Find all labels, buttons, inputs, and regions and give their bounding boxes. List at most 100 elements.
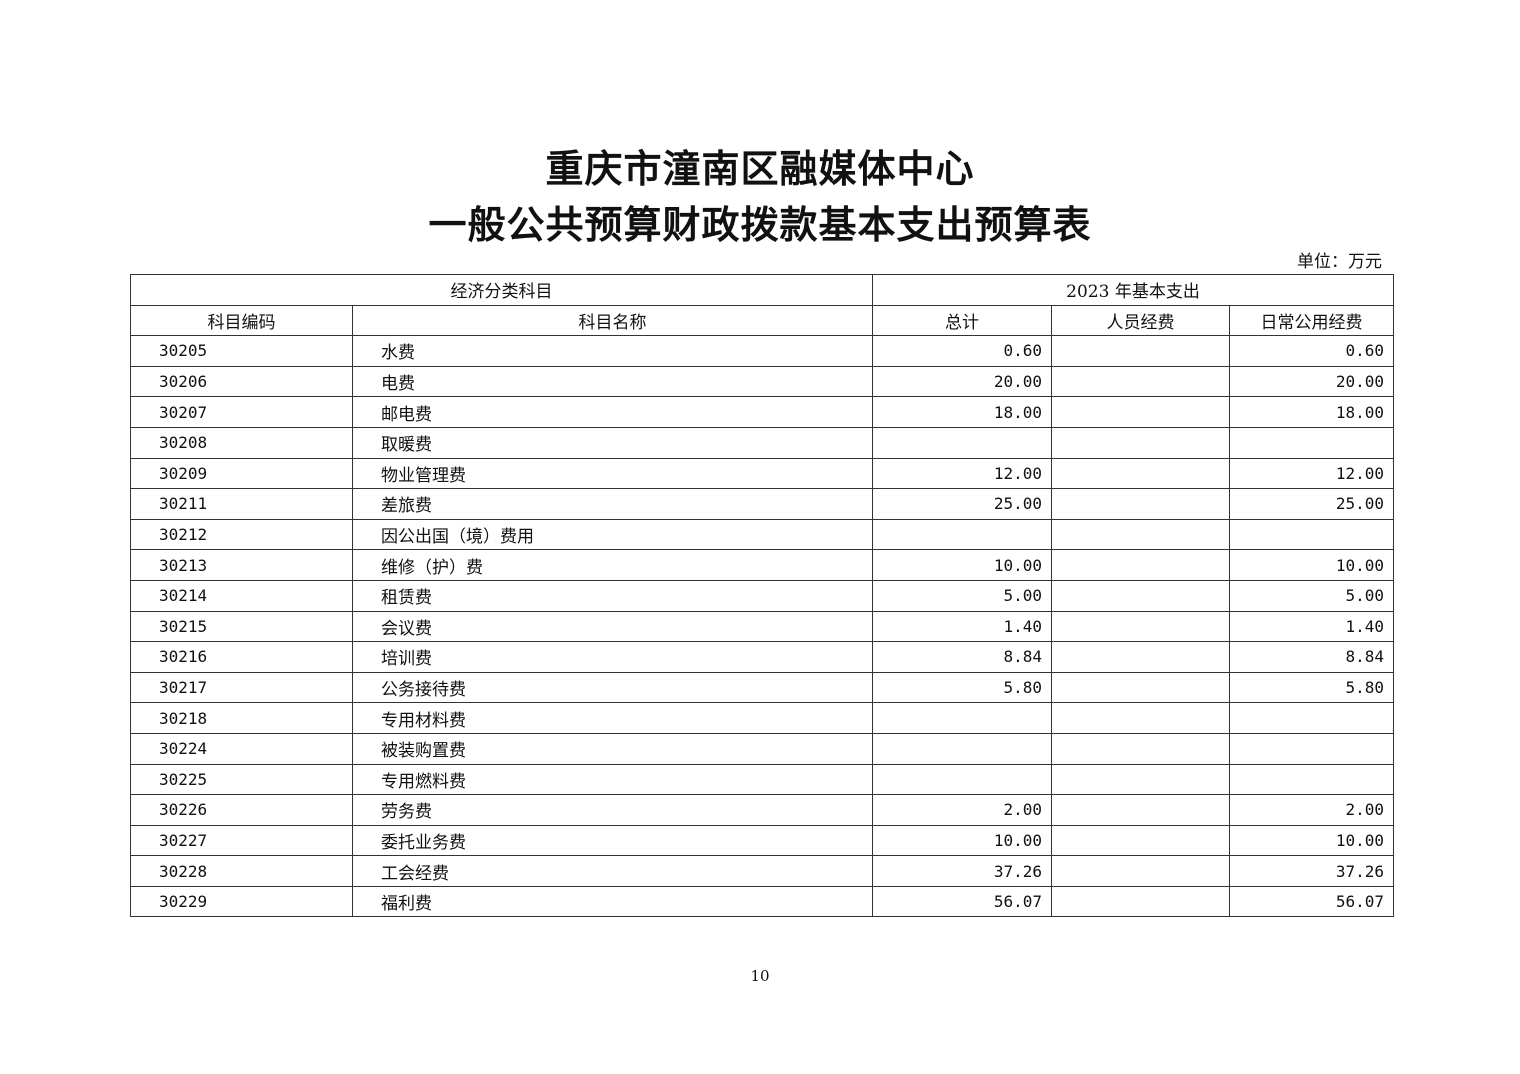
cell-code: 30214 (130, 579, 353, 612)
cell-total: 56.07 (872, 885, 1052, 918)
cell-personnel (1051, 457, 1230, 490)
cell-total (872, 763, 1052, 796)
column-header-public: 日常公用经费 (1229, 304, 1394, 337)
cell-total: 10.00 (872, 824, 1052, 857)
cell-public: 0.60 (1229, 335, 1394, 367)
cell-public (1229, 426, 1394, 459)
cell-total: 20.00 (872, 365, 1052, 398)
cell-code: 30209 (130, 457, 353, 490)
cell-name: 委托业务费 (352, 824, 873, 857)
cell-name: 专用材料费 (352, 702, 873, 734)
table-row: 30214 租赁费 5.00 5.00 (130, 579, 1394, 612)
cell-personnel (1051, 671, 1230, 704)
group-header-classification: 经济分类科目 (130, 274, 873, 306)
cell-public: 56.07 (1229, 885, 1394, 918)
cell-public: 20.00 (1229, 365, 1394, 398)
column-header-code: 科目编码 (130, 304, 353, 337)
cell-name: 福利费 (352, 885, 873, 918)
cell-public: 5.00 (1229, 579, 1394, 612)
cell-name: 公务接待费 (352, 671, 873, 704)
cell-personnel (1051, 794, 1230, 826)
table-row: 30225 专用燃料费 (130, 763, 1394, 796)
cell-name: 被装购置费 (352, 732, 873, 765)
cell-personnel (1051, 488, 1230, 520)
cell-code: 30207 (130, 396, 353, 428)
group-header-row: 经济分类科目 2023 年基本支出 (130, 274, 1394, 306)
cell-name: 水费 (352, 335, 873, 367)
cell-code: 30216 (130, 641, 353, 673)
table-row: 30207 邮电费 18.00 18.00 (130, 396, 1394, 428)
cell-public: 10.00 (1229, 824, 1394, 857)
cell-total (872, 518, 1052, 551)
table-row: 30215 会议费 1.40 1.40 (130, 610, 1394, 643)
table-row: 30227 委托业务费 10.00 10.00 (130, 824, 1394, 857)
budget-table: 经济分类科目 2023 年基本支出 科目编码 科目名称 总计 人员经费 日常公用… (130, 274, 1394, 918)
cell-personnel (1051, 610, 1230, 643)
cell-name: 工会经费 (352, 855, 873, 887)
cell-name: 取暖费 (352, 426, 873, 459)
cell-personnel (1051, 396, 1230, 428)
cell-total: 10.00 (872, 549, 1052, 581)
cell-code: 30227 (130, 824, 353, 857)
cell-public (1229, 518, 1394, 551)
cell-code: 30228 (130, 855, 353, 887)
cell-code: 30206 (130, 365, 353, 398)
table-row: 30224 被装购置费 (130, 732, 1394, 765)
title-line-2: 一般公共预算财政拨款基本支出预算表 (428, 202, 1092, 247)
cell-public (1229, 763, 1394, 796)
unit-label: 单位：万元 (1297, 252, 1382, 272)
cell-code: 30205 (130, 335, 353, 367)
cell-code: 30218 (130, 702, 353, 734)
table-row: 30228 工会经费 37.26 37.26 (130, 855, 1394, 887)
cell-personnel (1051, 579, 1230, 612)
table-row: 30216 培训费 8.84 8.84 (130, 641, 1394, 673)
cell-total: 1.40 (872, 610, 1052, 643)
cell-total (872, 702, 1052, 734)
title-line-1: 重庆市潼南区融媒体中心 (545, 146, 975, 191)
cell-public: 8.84 (1229, 641, 1394, 673)
cell-total: 5.00 (872, 579, 1052, 612)
cell-name: 会议费 (352, 610, 873, 643)
cell-total: 18.00 (872, 396, 1052, 428)
cell-code: 30208 (130, 426, 353, 459)
cell-code: 30213 (130, 549, 353, 581)
cell-personnel (1051, 335, 1230, 367)
cell-personnel (1051, 885, 1230, 918)
cell-code: 30225 (130, 763, 353, 796)
cell-name: 邮电费 (352, 396, 873, 428)
table-row: 30217 公务接待费 5.80 5.80 (130, 671, 1394, 704)
cell-code: 30224 (130, 732, 353, 765)
cell-name: 因公出国（境）费用 (352, 518, 873, 551)
cell-name: 物业管理费 (352, 457, 873, 490)
cell-public (1229, 702, 1394, 734)
cell-total: 12.00 (872, 457, 1052, 490)
table-row: 30212 因公出国（境）费用 (130, 518, 1394, 551)
cell-personnel (1051, 549, 1230, 581)
table-row: 30205 水费 0.60 0.60 (130, 335, 1394, 367)
cell-name: 电费 (352, 365, 873, 398)
cell-name: 劳务费 (352, 794, 873, 826)
table-row: 30226 劳务费 2.00 2.00 (130, 794, 1394, 826)
cell-personnel (1051, 763, 1230, 796)
cell-name: 培训费 (352, 641, 873, 673)
cell-total: 2.00 (872, 794, 1052, 826)
column-header-name: 科目名称 (352, 304, 873, 337)
table-row: 30218 专用材料费 (130, 702, 1394, 734)
cell-personnel (1051, 824, 1230, 857)
cell-public: 1.40 (1229, 610, 1394, 643)
cell-personnel (1051, 518, 1230, 551)
cell-total: 0.60 (872, 335, 1052, 367)
cell-name: 租赁费 (352, 579, 873, 612)
cell-personnel (1051, 732, 1230, 765)
cell-personnel (1051, 855, 1230, 887)
table-row: 30211 差旅费 25.00 25.00 (130, 488, 1394, 520)
cell-public: 37.26 (1229, 855, 1394, 887)
cell-code: 30229 (130, 885, 353, 918)
cell-public: 18.00 (1229, 396, 1394, 428)
cell-total: 8.84 (872, 641, 1052, 673)
table-row: 30213 维修（护）费 10.00 10.00 (130, 549, 1394, 581)
cell-total: 5.80 (872, 671, 1052, 704)
cell-public: 12.00 (1229, 457, 1394, 490)
cell-name: 差旅费 (352, 488, 873, 520)
cell-total: 37.26 (872, 855, 1052, 887)
